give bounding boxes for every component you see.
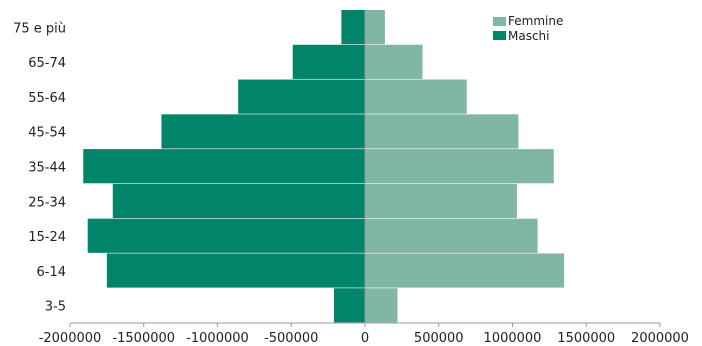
x-tick-label-3: -500000 (264, 331, 318, 346)
bar-maschi-0 (341, 10, 365, 45)
bars-group (83, 10, 565, 323)
y-tick-label-6: 15-24 (28, 230, 66, 245)
y-tick-label-3: 45-54 (28, 126, 66, 141)
legend-swatch-femmine (493, 17, 506, 26)
legend-swatch-maschi (493, 31, 506, 40)
x-tick-label-5: 500000 (414, 331, 464, 346)
y-tick-labels: 75 e più 65-74 55-64 45-54 35-44 25-34 15-24 6-… (13, 21, 66, 314)
bar-femmine-6 (365, 218, 538, 253)
y-tick-label-4: 35-44 (28, 161, 66, 176)
x-tick-label-0: -2000000 (39, 331, 102, 346)
x-tick-marks (69, 323, 661, 327)
y-tick-label-7: 6-14 (36, 265, 66, 280)
y-tick-label-1: 65-74 (28, 56, 66, 71)
bar-maschi-3 (161, 114, 365, 149)
x-tick-label-6: 1000000 (484, 331, 542, 346)
x-tick-label-2: -1000000 (186, 331, 249, 346)
y-tick-label-5: 25-34 (28, 195, 66, 210)
bar-femmine-7 (365, 253, 565, 288)
x-tick-label-7: 1500000 (557, 331, 615, 346)
legend-label-maschi: Maschi (508, 29, 550, 43)
y-tick-label-0: 75 e più (13, 21, 66, 36)
bar-femmine-1 (365, 44, 423, 79)
bar-femmine-2 (365, 79, 467, 114)
x-tick-label-4: 0 (361, 331, 369, 346)
bar-maschi-8 (334, 288, 365, 323)
legend: Femmine Maschi (493, 14, 563, 43)
x-tick-label-1: -1500000 (112, 331, 175, 346)
x-tick-labels: -2000000 -1500000 -1000000 -500000 0 500000 10… (39, 331, 689, 346)
bar-maschi-4 (83, 149, 366, 184)
bar-maschi-2 (238, 79, 365, 114)
bar-maschi-6 (87, 218, 365, 253)
bar-maschi-1 (292, 44, 365, 79)
x-tick-label-8: 2000000 (631, 331, 689, 346)
y-tick-label-8: 3-5 (45, 300, 66, 315)
bar-femmine-5 (365, 183, 517, 219)
legend-label-femmine: Femmine (508, 14, 563, 28)
bar-maschi-5 (112, 183, 366, 219)
bar-femmine-3 (365, 114, 519, 149)
y-tick-label-2: 55-64 (28, 91, 66, 106)
bar-femmine-8 (365, 288, 398, 323)
bar-maschi-7 (106, 253, 365, 288)
bar-femmine-0 (365, 10, 385, 45)
bar-femmine-4 (365, 149, 554, 184)
